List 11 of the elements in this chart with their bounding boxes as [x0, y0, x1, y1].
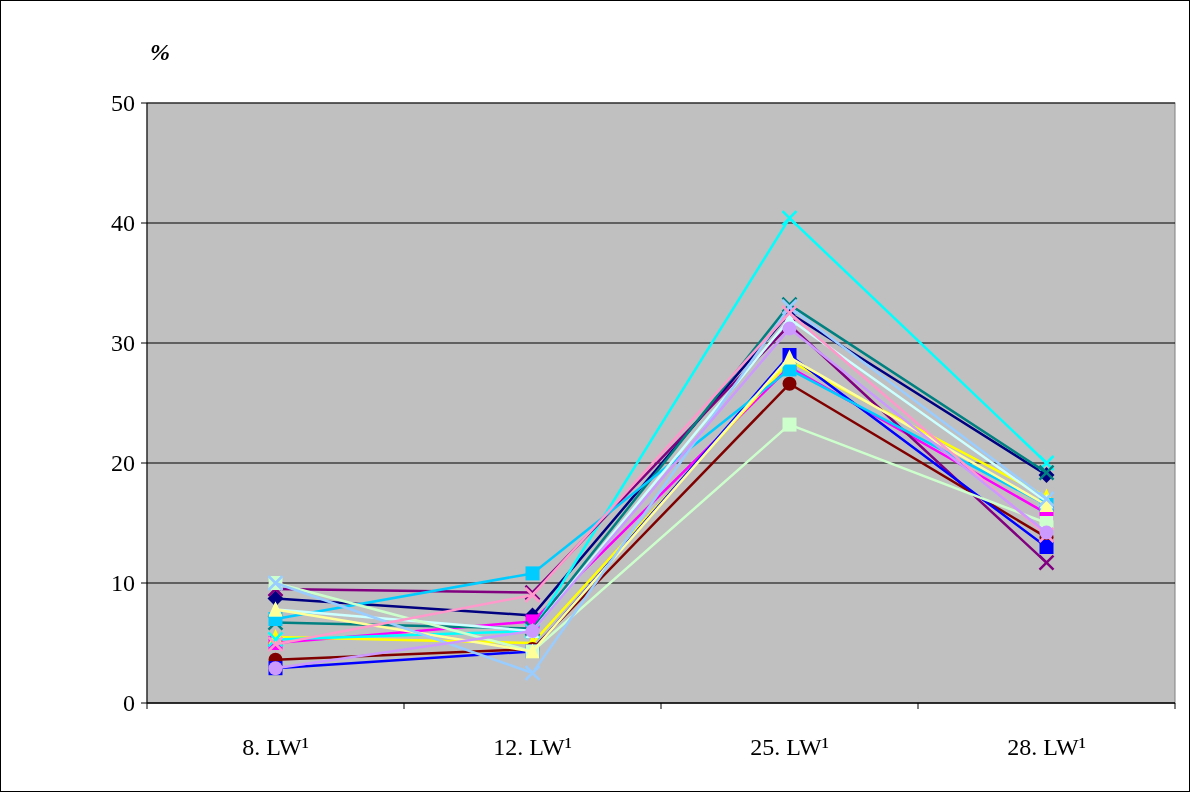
y-tick-label: 20	[111, 450, 135, 477]
y-tick-label: 50	[111, 90, 135, 117]
y-tick-label: 30	[111, 330, 135, 357]
x-tick-label: 28. LW¹	[1007, 734, 1086, 760]
y-tick-label: 40	[111, 210, 135, 237]
y-tick-label: 0	[123, 690, 135, 717]
y-tick-label: 10	[111, 570, 135, 597]
x-tick-label: 12. LW¹	[493, 734, 572, 760]
x-tick-label: 8. LW¹	[242, 734, 309, 760]
x-tick-label: 25. LW¹	[750, 734, 829, 760]
y-axis-title: %	[150, 39, 170, 65]
